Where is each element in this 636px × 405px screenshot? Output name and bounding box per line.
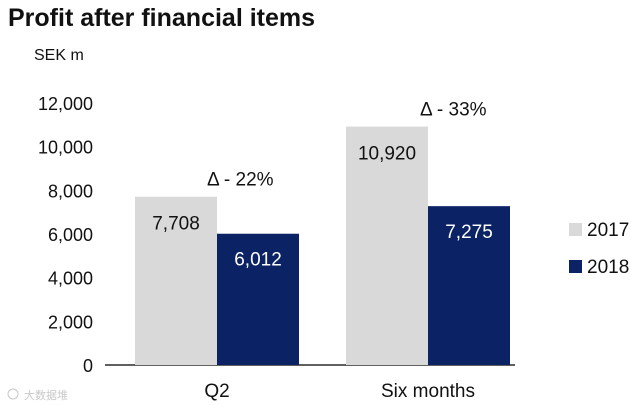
y-tick-label: 8,000 bbox=[48, 181, 93, 201]
watermark-text: 大数据堆 bbox=[24, 388, 68, 402]
change-annotation: Δ - 22% bbox=[207, 170, 274, 191]
y-tick-label: 12,000 bbox=[38, 94, 93, 114]
legend-label: 2017 bbox=[587, 220, 629, 241]
watermark: 大数据堆 bbox=[7, 388, 68, 402]
y-tick-label: 0 bbox=[83, 356, 93, 376]
legend-swatch-2018 bbox=[569, 260, 582, 273]
legend: 2017 2018 bbox=[569, 220, 629, 278]
legend-label: 2018 bbox=[587, 257, 629, 278]
category-labels: Q2 Six months bbox=[204, 381, 475, 402]
bar-value-label: 10,920 bbox=[358, 144, 416, 165]
category-label: Q2 bbox=[204, 381, 229, 402]
change-annotation: Δ - 33% bbox=[420, 100, 487, 121]
category-label: Six months bbox=[381, 381, 475, 402]
bar-value-label: 6,012 bbox=[234, 250, 282, 271]
watermark-icon bbox=[7, 388, 19, 400]
chart-title: Profit after financial items bbox=[8, 4, 315, 32]
y-tick-label: 4,000 bbox=[48, 269, 93, 289]
y-tick-label: 2,000 bbox=[48, 312, 93, 332]
bar-2018-q2 bbox=[217, 233, 299, 365]
y-axis-ticks: 0 2,000 4,000 6,000 8,000 10,000 12,000 bbox=[38, 94, 93, 376]
bar-group: 7,708 6,012 10,920 7,275 bbox=[135, 126, 510, 365]
bar-value-label: 7,275 bbox=[445, 222, 493, 243]
y-tick-label: 6,000 bbox=[48, 225, 93, 245]
y-axis-unit-label: SEK m bbox=[34, 47, 84, 64]
change-annotations: Δ - 22% Δ - 33% bbox=[207, 100, 487, 191]
bar-value-label: 7,708 bbox=[152, 214, 200, 235]
y-tick-label: 10,000 bbox=[38, 138, 93, 158]
bar-2017-six-months bbox=[346, 126, 428, 365]
bar-2017-q2 bbox=[135, 196, 217, 365]
legend-swatch-2017 bbox=[569, 223, 582, 236]
bar-2018-six-months bbox=[428, 206, 510, 365]
